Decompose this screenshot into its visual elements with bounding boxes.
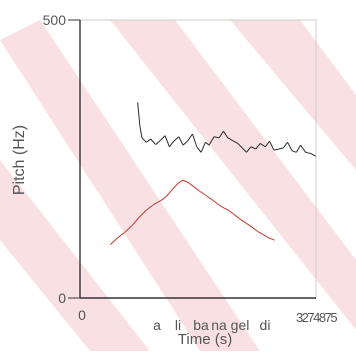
- series-0-segment: [182, 140, 188, 146]
- syllable-label: li: [175, 317, 181, 333]
- series-1-segment: [222, 206, 229, 211]
- series-1-segment: [205, 194, 212, 200]
- series-1-segment: [199, 190, 206, 196]
- syllable-label: na: [211, 317, 227, 333]
- y-tick-label-bottom: 0: [58, 290, 66, 306]
- series-0-segment: [237, 143, 243, 149]
- watermark: [0, 20, 356, 351]
- series-1-segment: [187, 181, 195, 188]
- series-0-segment: [273, 148, 280, 151]
- series-1-segment: [124, 225, 133, 233]
- series-0-segment: [300, 144, 307, 153]
- series-0-segment: [218, 130, 224, 139]
- series-0-segment: [186, 133, 193, 142]
- x-tick-label-start: 0: [78, 307, 86, 323]
- series-1-segment: [177, 179, 183, 185]
- series-1: [109, 179, 275, 245]
- series-0-segment: [255, 143, 261, 150]
- series-1-segment: [245, 222, 252, 228]
- syllable-labels: a li ba na gel di: [153, 317, 270, 333]
- series-0-segment: [213, 136, 220, 139]
- syllable-label: gel: [231, 317, 250, 333]
- series-0-segment: [196, 146, 202, 153]
- series-1-segment: [160, 195, 167, 202]
- series-0: [137, 102, 316, 157]
- series-1-segment: [239, 218, 247, 224]
- series-0-segment: [168, 140, 175, 148]
- series-0-segment: [241, 147, 247, 153]
- x-tick-label-end: 3274875: [296, 310, 337, 325]
- series-0-segment: [305, 151, 311, 154]
- series-0-segment: [164, 135, 170, 147]
- series-0-segment: [264, 140, 270, 148]
- series-0-segment: [173, 136, 180, 142]
- series-1-segment: [117, 231, 125, 239]
- series-1-segment: [228, 209, 235, 215]
- series-0-segment: [191, 133, 198, 147]
- series-0-segment: [269, 140, 275, 151]
- series-0-segment: [282, 142, 288, 149]
- series-1-segment: [262, 234, 270, 239]
- series-1-segment: [268, 237, 275, 241]
- series-1-segment: [153, 200, 161, 206]
- series-1-segment: [210, 198, 218, 204]
- series-0-segment: [155, 139, 162, 145]
- series-0-segment: [287, 142, 293, 151]
- series-0-segment: [146, 138, 151, 143]
- series-1-segment: [146, 204, 154, 211]
- series-0-segment: [227, 137, 234, 142]
- y-axis-label: Pitch (Hz): [11, 125, 28, 195]
- series-layer: [109, 102, 316, 245]
- series-1-segment: [171, 183, 178, 190]
- series-0-segment: [137, 102, 141, 126]
- series-0-segment: [291, 150, 297, 153]
- series-0-segment: [205, 141, 210, 146]
- series-1-segment: [257, 230, 264, 236]
- series-0-segment: [232, 140, 239, 144]
- series-0-segment: [200, 142, 206, 153]
- series-0-segment: [250, 146, 257, 150]
- series-1-segment: [182, 179, 189, 183]
- series-1-segment: [233, 214, 241, 220]
- series-1-segment: [251, 226, 258, 232]
- series-1-segment: [216, 203, 224, 208]
- series-0-segment: [139, 125, 143, 138]
- series-0-segment: [259, 143, 266, 148]
- series-0-segment: [310, 153, 316, 157]
- series-0-segment: [178, 136, 184, 146]
- series-1-segment: [193, 186, 200, 192]
- series-0-segment: [150, 138, 157, 145]
- syllable-label: di: [260, 317, 271, 333]
- syllable-label: a: [153, 317, 161, 333]
- series-1-segment: [166, 189, 173, 197]
- series-0-segment: [278, 147, 284, 150]
- series-0-segment: [223, 130, 229, 139]
- series-1-segment: [138, 209, 147, 218]
- series-0-segment: [246, 146, 252, 153]
- series-0-segment: [295, 144, 302, 153]
- series-0-segment: [141, 137, 147, 143]
- x-axis-label: Time (s): [178, 331, 232, 348]
- series-0-segment: [208, 136, 215, 146]
- series-1-segment: [131, 217, 140, 227]
- series-0-segment: [160, 135, 166, 141]
- syllable-label: ba: [193, 317, 209, 333]
- series-1-segment: [109, 237, 118, 245]
- y-tick-label-top: 500: [43, 12, 67, 28]
